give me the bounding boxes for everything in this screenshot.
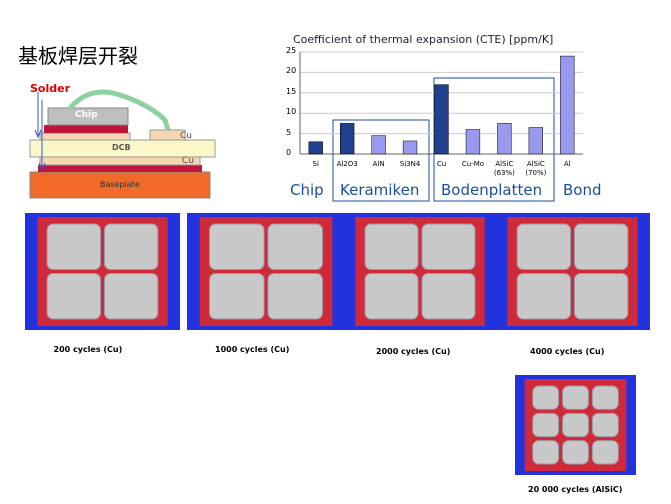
diagram-label: Solder — [30, 82, 71, 95]
bar — [560, 55, 575, 155]
y-tick-label: 20 — [286, 66, 297, 76]
group-label: Bond — [563, 181, 602, 199]
image-caption: 2000 cycles (Cu) — [376, 347, 451, 356]
bar — [434, 84, 449, 155]
x-tick-label: AlSiC (70%) — [525, 160, 547, 177]
solder-tile — [532, 385, 560, 410]
bar — [402, 140, 418, 155]
solder-layer — [38, 165, 202, 172]
bar — [308, 141, 323, 155]
solder-tile — [516, 223, 572, 270]
solder-tile — [591, 440, 619, 465]
solder-tile — [532, 412, 560, 438]
solder-tile — [46, 273, 101, 320]
chart-title: Coefficient of thermal expansion (CTE) [… — [293, 33, 554, 46]
chip — [47, 107, 129, 126]
x-tick-label: Al — [563, 160, 571, 168]
bar — [371, 135, 386, 155]
baseplate — [29, 171, 211, 199]
bar — [528, 127, 544, 155]
y-tick-label: 25 — [286, 46, 297, 55]
cu-top — [39, 132, 131, 141]
x-tick-label: Cu-Mo — [461, 160, 485, 168]
solder-tile — [532, 440, 560, 465]
arrow — [34, 92, 46, 172]
x-tick-label: AlSiC (63%) — [493, 160, 515, 177]
solder-tile — [516, 273, 572, 320]
x-tick-label: Si3N4 — [399, 160, 421, 168]
solder-tile — [562, 385, 589, 410]
cu-layer — [39, 156, 201, 166]
image-caption: 1000 cycles (Cu) — [215, 345, 290, 354]
group-label: Chip — [290, 181, 324, 199]
group-label: Keramiken — [340, 181, 420, 199]
solder-tile — [562, 412, 589, 438]
diagram-label: Cu — [182, 156, 194, 166]
y-tick-label: 10 — [286, 107, 297, 117]
solder-tile — [46, 223, 101, 270]
solder-layer — [44, 125, 128, 133]
y-tick-label: 0 — [286, 148, 292, 157]
solder-tile — [562, 440, 589, 465]
solder-tile — [364, 223, 419, 270]
x-tick-label: Si — [312, 160, 319, 168]
solder-tile — [591, 412, 619, 438]
solder-tile — [267, 273, 323, 320]
solder-tile — [364, 273, 419, 320]
bar — [465, 129, 481, 155]
solder-tile — [591, 385, 619, 410]
diagram-label: DCB — [112, 143, 131, 152]
y-tick-label: 15 — [286, 86, 297, 96]
solder-tile — [421, 273, 476, 320]
group-box — [433, 77, 555, 202]
diagram-label: Chip — [75, 110, 98, 120]
slide-title: 基板焊层开裂 — [18, 44, 138, 68]
group-box — [332, 119, 430, 202]
solder-tile — [104, 223, 159, 270]
x-tick-label: Al2O3 — [336, 160, 358, 168]
diagram-label: Cu — [180, 131, 192, 141]
bond-wire — [68, 89, 171, 131]
bar — [339, 123, 355, 155]
group-label: Bodenplatten — [441, 181, 543, 199]
solder-tile — [574, 273, 629, 320]
x-tick-label: AlN — [372, 160, 385, 168]
solder-tile — [574, 223, 629, 270]
solder-tile — [421, 223, 476, 270]
diagram-label: Baseplate — [100, 180, 140, 189]
y-tick-label: 5 — [286, 127, 292, 137]
image-caption: 200 cycles (Cu) — [53, 345, 123, 354]
solder-tile — [209, 273, 265, 320]
x-tick-label: Cu — [436, 160, 447, 168]
solder-tile — [209, 223, 265, 270]
solder-tile — [267, 223, 323, 270]
bar — [497, 123, 512, 155]
solder-tile — [104, 273, 159, 320]
image-caption: 20 000 cycles (AlSiC) — [528, 485, 623, 494]
image-caption: 4000 cycles (Cu) — [530, 347, 605, 356]
